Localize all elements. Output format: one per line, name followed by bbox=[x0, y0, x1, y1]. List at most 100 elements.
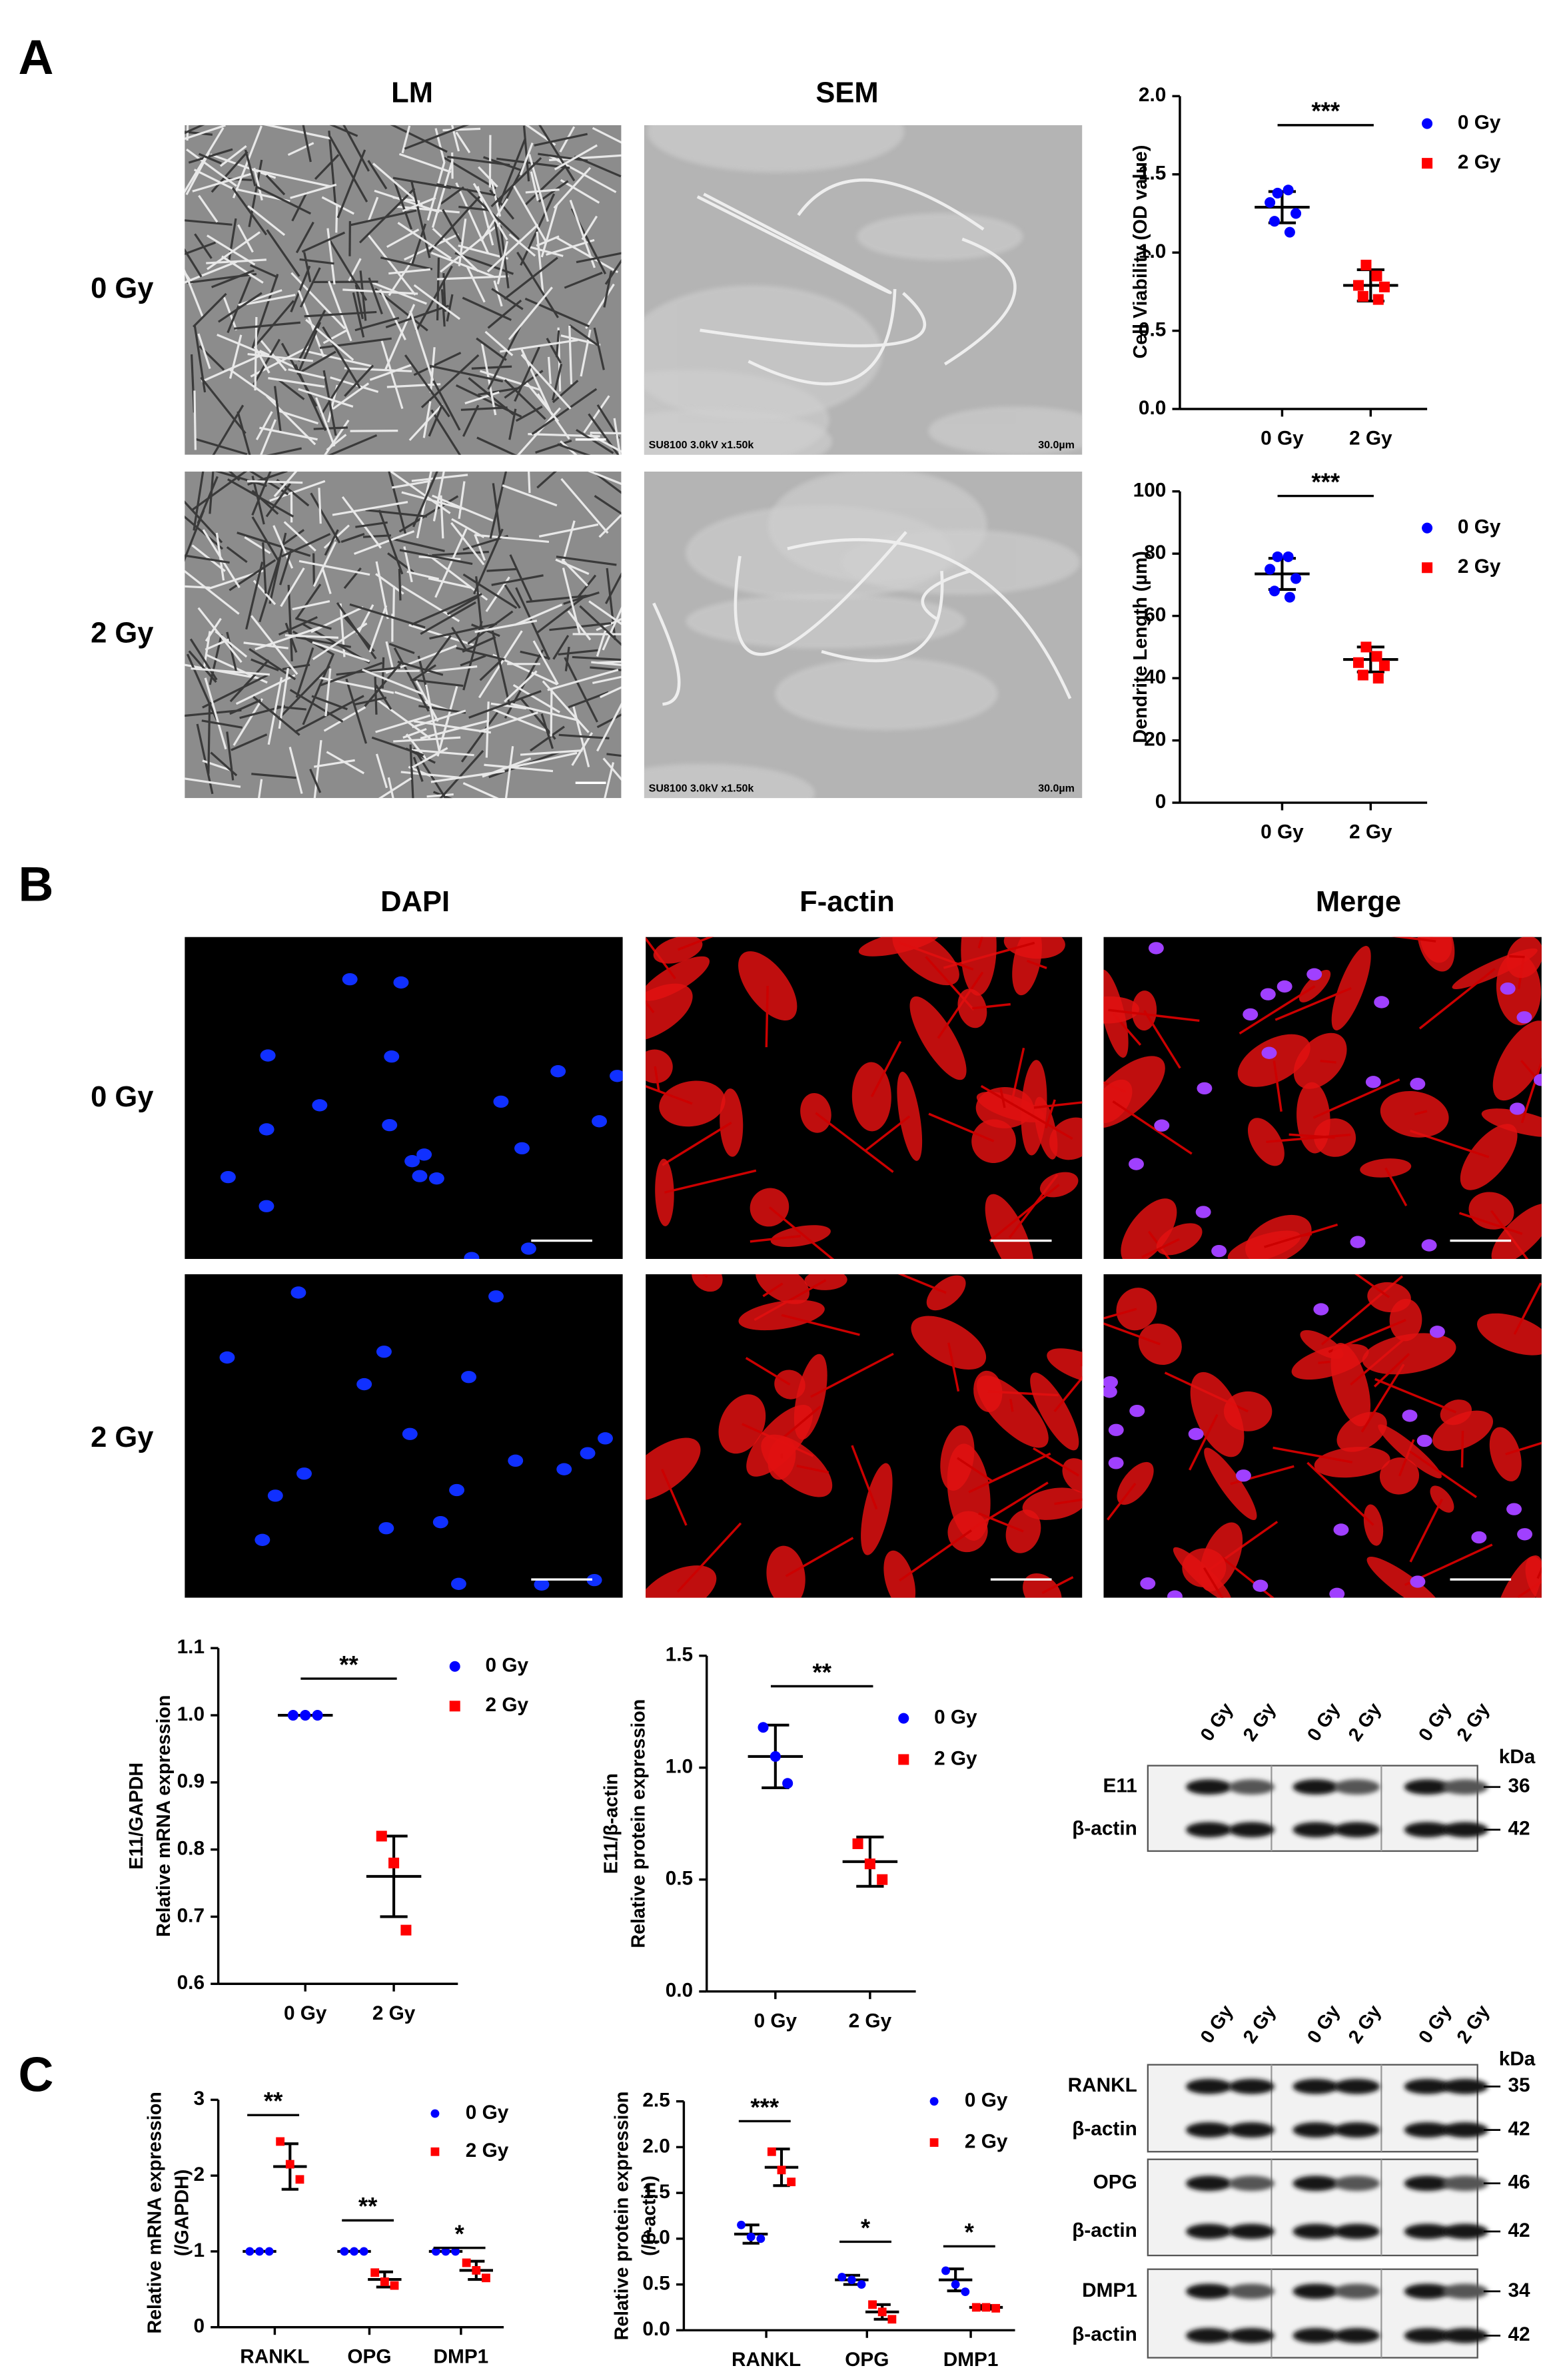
cell bbox=[426, 665, 478, 673]
band bbox=[1186, 2078, 1232, 2094]
nucleus bbox=[461, 1371, 477, 1384]
cell bbox=[291, 191, 308, 222]
y-tick-label: 1.0 bbox=[666, 1756, 693, 1778]
nucleus bbox=[416, 1148, 432, 1161]
cell bbox=[273, 471, 298, 498]
cell bbox=[185, 248, 203, 278]
data-point bbox=[276, 2137, 285, 2146]
cell bbox=[433, 791, 452, 799]
cell bbox=[536, 235, 560, 247]
cell bbox=[185, 268, 204, 318]
cell bbox=[210, 751, 238, 777]
cell-edge bbox=[700, 292, 926, 348]
cell bbox=[504, 584, 521, 609]
actin-fiber bbox=[989, 1184, 1060, 1242]
cell bbox=[246, 294, 296, 306]
cell bbox=[375, 714, 431, 733]
cell bbox=[451, 626, 467, 650]
actin bbox=[1432, 1410, 1494, 1451]
cell bbox=[410, 678, 464, 687]
nucleus bbox=[1129, 1404, 1145, 1417]
data-point bbox=[376, 1830, 387, 1842]
band bbox=[1334, 2283, 1380, 2299]
nucleus bbox=[267, 1489, 283, 1502]
cell bbox=[185, 585, 211, 589]
nucleus bbox=[488, 1290, 504, 1303]
cell bbox=[326, 228, 336, 285]
cell bbox=[253, 695, 300, 736]
cell bbox=[191, 471, 248, 512]
cell bbox=[490, 702, 527, 710]
blot-frame bbox=[1147, 2064, 1478, 2153]
legend-label: 0 Gy bbox=[1458, 516, 1501, 538]
cell-body bbox=[644, 763, 815, 799]
y-tick-label: 1.0 bbox=[642, 2227, 670, 2249]
cell bbox=[234, 321, 301, 330]
cell bbox=[492, 708, 548, 733]
actin bbox=[1030, 1372, 1079, 1451]
cell bbox=[255, 624, 326, 651]
cell bbox=[404, 233, 459, 261]
cell bbox=[378, 510, 404, 575]
cell bbox=[462, 621, 483, 691]
cell-edge bbox=[921, 569, 971, 621]
data-point bbox=[777, 2166, 786, 2175]
cell bbox=[313, 759, 355, 768]
band bbox=[1442, 1779, 1488, 1795]
cell bbox=[536, 594, 587, 635]
cell bbox=[402, 197, 436, 212]
cell bbox=[340, 533, 365, 544]
cell bbox=[519, 143, 534, 176]
y-tick-label: 3 bbox=[193, 2088, 205, 2110]
cell bbox=[532, 640, 559, 685]
cell bbox=[328, 131, 336, 204]
cell bbox=[322, 329, 347, 344]
actin-fiber bbox=[1147, 1230, 1171, 1260]
band bbox=[1186, 2327, 1232, 2343]
image-group bbox=[185, 1274, 623, 1598]
y-tick-label: 1.5 bbox=[642, 2181, 670, 2203]
cell bbox=[602, 606, 622, 651]
actin-fiber bbox=[956, 1457, 993, 1482]
x-tick-label: RANKL bbox=[240, 2345, 309, 2367]
significance-label: *** bbox=[1311, 468, 1340, 496]
actin-fiber bbox=[1320, 1060, 1336, 1064]
nucleus bbox=[1506, 1503, 1522, 1515]
legend-marker bbox=[1422, 562, 1433, 574]
data-point bbox=[864, 1858, 875, 1870]
lane-label: 2 Gy bbox=[1452, 2001, 1494, 2047]
data-point bbox=[1378, 660, 1390, 671]
nucleus bbox=[1211, 1244, 1227, 1258]
cell bbox=[322, 370, 337, 436]
cell-body bbox=[928, 406, 1083, 455]
cell bbox=[219, 145, 247, 167]
y-axis-label: (/β-actin) bbox=[639, 2176, 660, 2256]
cell bbox=[558, 649, 598, 656]
cell bbox=[528, 245, 564, 257]
actin-fiber bbox=[1418, 968, 1496, 1030]
significance-label: *** bbox=[1311, 97, 1340, 125]
cell bbox=[374, 676, 378, 715]
nucleus bbox=[1333, 1523, 1349, 1536]
cell bbox=[185, 260, 237, 284]
actin-fiber bbox=[676, 1522, 742, 1593]
cell bbox=[193, 169, 233, 190]
nucleus bbox=[219, 1351, 235, 1364]
data-point bbox=[472, 2265, 481, 2275]
cell bbox=[209, 471, 215, 514]
data-point bbox=[837, 2273, 847, 2282]
nucleus bbox=[1103, 1376, 1118, 1389]
actin bbox=[646, 1437, 701, 1501]
nucleus bbox=[598, 1432, 613, 1445]
cell-body bbox=[841, 530, 1081, 595]
nucleus bbox=[402, 1427, 418, 1440]
actin-fiber bbox=[646, 1084, 693, 1105]
image-group bbox=[1103, 1274, 1542, 1598]
data-point bbox=[1284, 226, 1295, 238]
nucleus bbox=[393, 976, 409, 989]
cell bbox=[583, 395, 610, 434]
cell bbox=[568, 325, 573, 384]
y-tick-label: 1.0 bbox=[177, 1703, 205, 1725]
nucleus bbox=[1410, 1575, 1426, 1588]
